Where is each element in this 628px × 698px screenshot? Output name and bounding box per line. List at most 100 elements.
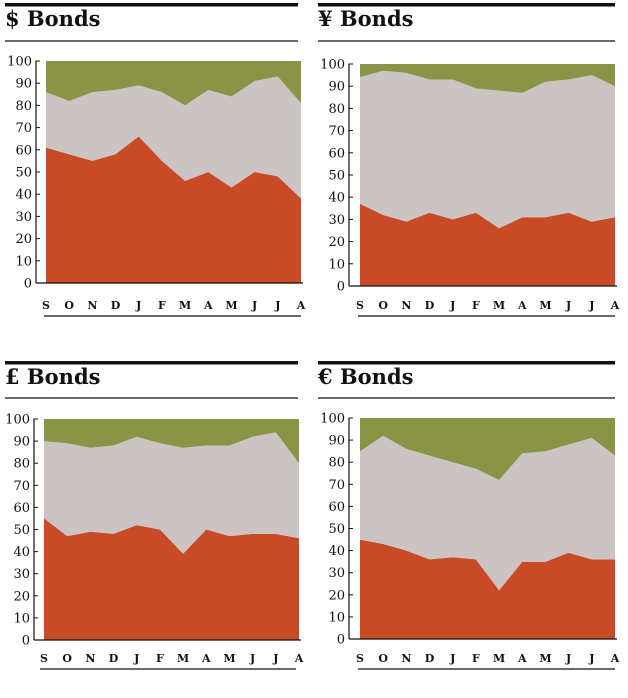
- chart-panel-gbp-bonds: £ Bonds 0 10 20 30 40 50 60 70 80 90 100 S O N D J F M A M J J…: [0, 357, 314, 698]
- chart-title: ¥ Bonds: [318, 6, 413, 31]
- x-tick-label: S: [356, 299, 364, 312]
- title-top-rule: [318, 361, 615, 365]
- x-tick-label: F: [156, 652, 164, 665]
- y-tick-label: 30: [328, 566, 345, 581]
- y-tick-label: 0: [22, 634, 30, 649]
- area-series-green: [360, 64, 615, 93]
- x-tick-label: D: [425, 652, 435, 665]
- title-top-rule: [5, 361, 298, 365]
- x-tick-label: M: [179, 299, 191, 312]
- x-tick-label: D: [109, 652, 119, 665]
- x-tick-label: D: [425, 299, 435, 312]
- y-tick-label: 40: [15, 188, 32, 203]
- x-tick-label: J: [449, 652, 455, 665]
- area-series-green: [360, 418, 615, 480]
- y-tick-label: 70: [15, 121, 32, 136]
- area-series-grey: [44, 432, 299, 554]
- x-tick-label: J: [588, 299, 594, 312]
- y-tick-label: 0: [337, 633, 345, 648]
- x-tick-label: J: [274, 299, 280, 312]
- x-tick-label: A: [610, 299, 620, 312]
- y-tick-label: 60: [15, 143, 32, 158]
- x-tick-label: M: [225, 299, 237, 312]
- y-tick-label: 20: [328, 588, 345, 603]
- x-tick-label: F: [472, 652, 480, 665]
- y-tick-label: 40: [328, 191, 345, 206]
- x-tick-label: J: [449, 299, 455, 312]
- x-tick-label: N: [87, 299, 97, 312]
- x-tick-label: N: [401, 299, 411, 312]
- area-series-red: [360, 539, 615, 639]
- y-tick-label: 30: [15, 210, 32, 225]
- y-tick-label: 90: [328, 434, 345, 449]
- y-tick-label: 100: [7, 55, 32, 70]
- x-tick-label: J: [249, 652, 255, 665]
- y-tick-label: 90: [13, 435, 30, 450]
- x-tick-label: J: [588, 652, 594, 665]
- y-tick-label: 10: [13, 611, 30, 626]
- y-tick-label: 30: [13, 567, 30, 582]
- y-tick-label: 50: [328, 522, 345, 537]
- x-tick-label: A: [517, 652, 527, 665]
- y-tick-label: 60: [328, 146, 345, 161]
- y-tick-label: 60: [13, 501, 30, 516]
- chart-title: $ Bonds: [5, 6, 100, 31]
- y-tick-label: 0: [24, 277, 32, 292]
- x-tick-label: A: [201, 652, 211, 665]
- y-tick-label: 70: [13, 479, 30, 494]
- y-tick-label: 90: [15, 77, 32, 92]
- y-tick-label: 10: [328, 610, 345, 625]
- y-tick-label: 40: [328, 544, 345, 559]
- x-tick-label: M: [493, 299, 505, 312]
- y-tick-label: 50: [328, 169, 345, 184]
- x-tick-label: J: [565, 652, 571, 665]
- x-tick-label: O: [64, 299, 74, 312]
- x-tick-label: F: [158, 299, 166, 312]
- x-tick-label: A: [610, 652, 620, 665]
- chart-panel-eur-bonds: € Bonds 0 10 20 30 40 50 60 70 80 90 100 S O N D J F M A M J J…: [314, 357, 628, 698]
- chart-panel-jpy-bonds: ¥ Bonds 0 10 20 30 40 50 60 70 80 90 100 S O N D J F M A M J J…: [314, 0, 628, 341]
- x-tick-label: J: [133, 652, 139, 665]
- y-tick-label: 20: [15, 232, 32, 247]
- area-series-grey: [46, 76, 301, 199]
- x-tick-label: O: [378, 299, 388, 312]
- y-tick-label: 0: [337, 280, 345, 295]
- area-series-green: [46, 61, 301, 106]
- x-tick-label: M: [539, 652, 551, 665]
- x-tick-label: J: [272, 652, 278, 665]
- y-tick-label: 100: [5, 413, 30, 428]
- y-tick-label: 70: [328, 478, 345, 493]
- x-tick-label: A: [203, 299, 213, 312]
- area-series-grey: [360, 435, 615, 591]
- chart-title: £ Bonds: [5, 364, 100, 389]
- y-tick-label: 10: [328, 257, 345, 272]
- y-tick-label: 80: [328, 456, 345, 471]
- x-tick-label: S: [356, 652, 364, 665]
- x-tick-label: A: [296, 299, 306, 312]
- y-tick-label: 20: [13, 589, 30, 604]
- chart-panel-usd-bonds: $ Bonds 0 10 20 30 40 50 60 70 80 90 100 S O N D J F M A M J J…: [0, 0, 314, 341]
- x-tick-label: A: [294, 652, 304, 665]
- x-tick-label: M: [493, 652, 505, 665]
- x-tick-label: J: [135, 299, 141, 312]
- y-tick-label: 100: [320, 412, 345, 427]
- x-tick-label: M: [223, 652, 235, 665]
- x-tick-label: S: [40, 652, 48, 665]
- x-tick-label: J: [565, 299, 571, 312]
- x-tick-label: N: [85, 652, 95, 665]
- area-series-grey: [360, 70, 615, 229]
- x-tick-label: S: [42, 299, 50, 312]
- x-tick-label: D: [111, 299, 121, 312]
- x-tick-label: A: [517, 299, 527, 312]
- title-top-rule: [318, 3, 615, 7]
- y-tick-label: 60: [328, 500, 345, 515]
- x-tick-label: M: [539, 299, 551, 312]
- area-series-red: [44, 518, 299, 640]
- x-tick-label: N: [401, 652, 411, 665]
- area-series-green: [44, 419, 299, 464]
- area-series-red: [46, 136, 301, 283]
